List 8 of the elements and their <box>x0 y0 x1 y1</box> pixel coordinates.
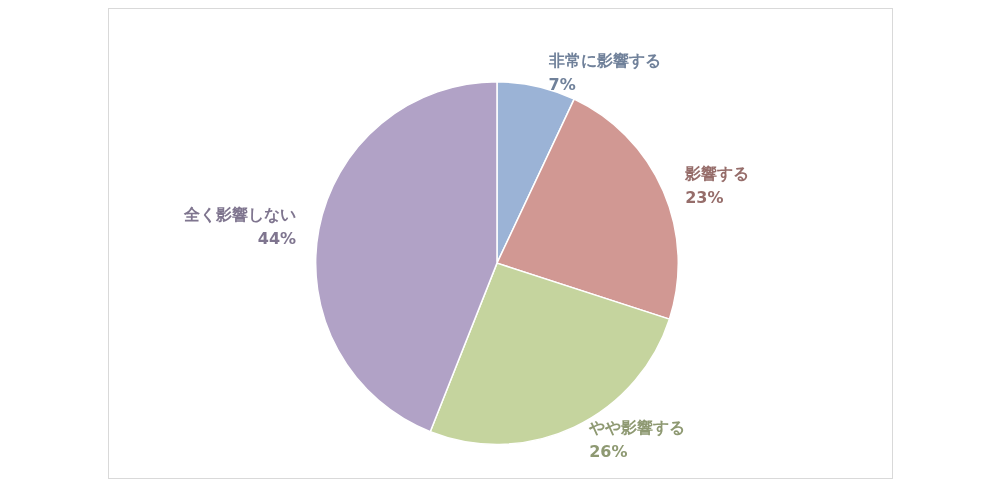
data-label: 44% <box>257 229 297 249</box>
slice-label: やや影響する <box>588 418 686 438</box>
data-label: 26% <box>589 442 628 462</box>
data-label: 7% <box>548 75 576 95</box>
slice-label: 影響する <box>684 164 750 184</box>
slice-label: 全く影響しない <box>183 205 297 225</box>
slice-label: 非常に影響する <box>547 51 661 71</box>
data-label: 23% <box>685 188 724 208</box>
